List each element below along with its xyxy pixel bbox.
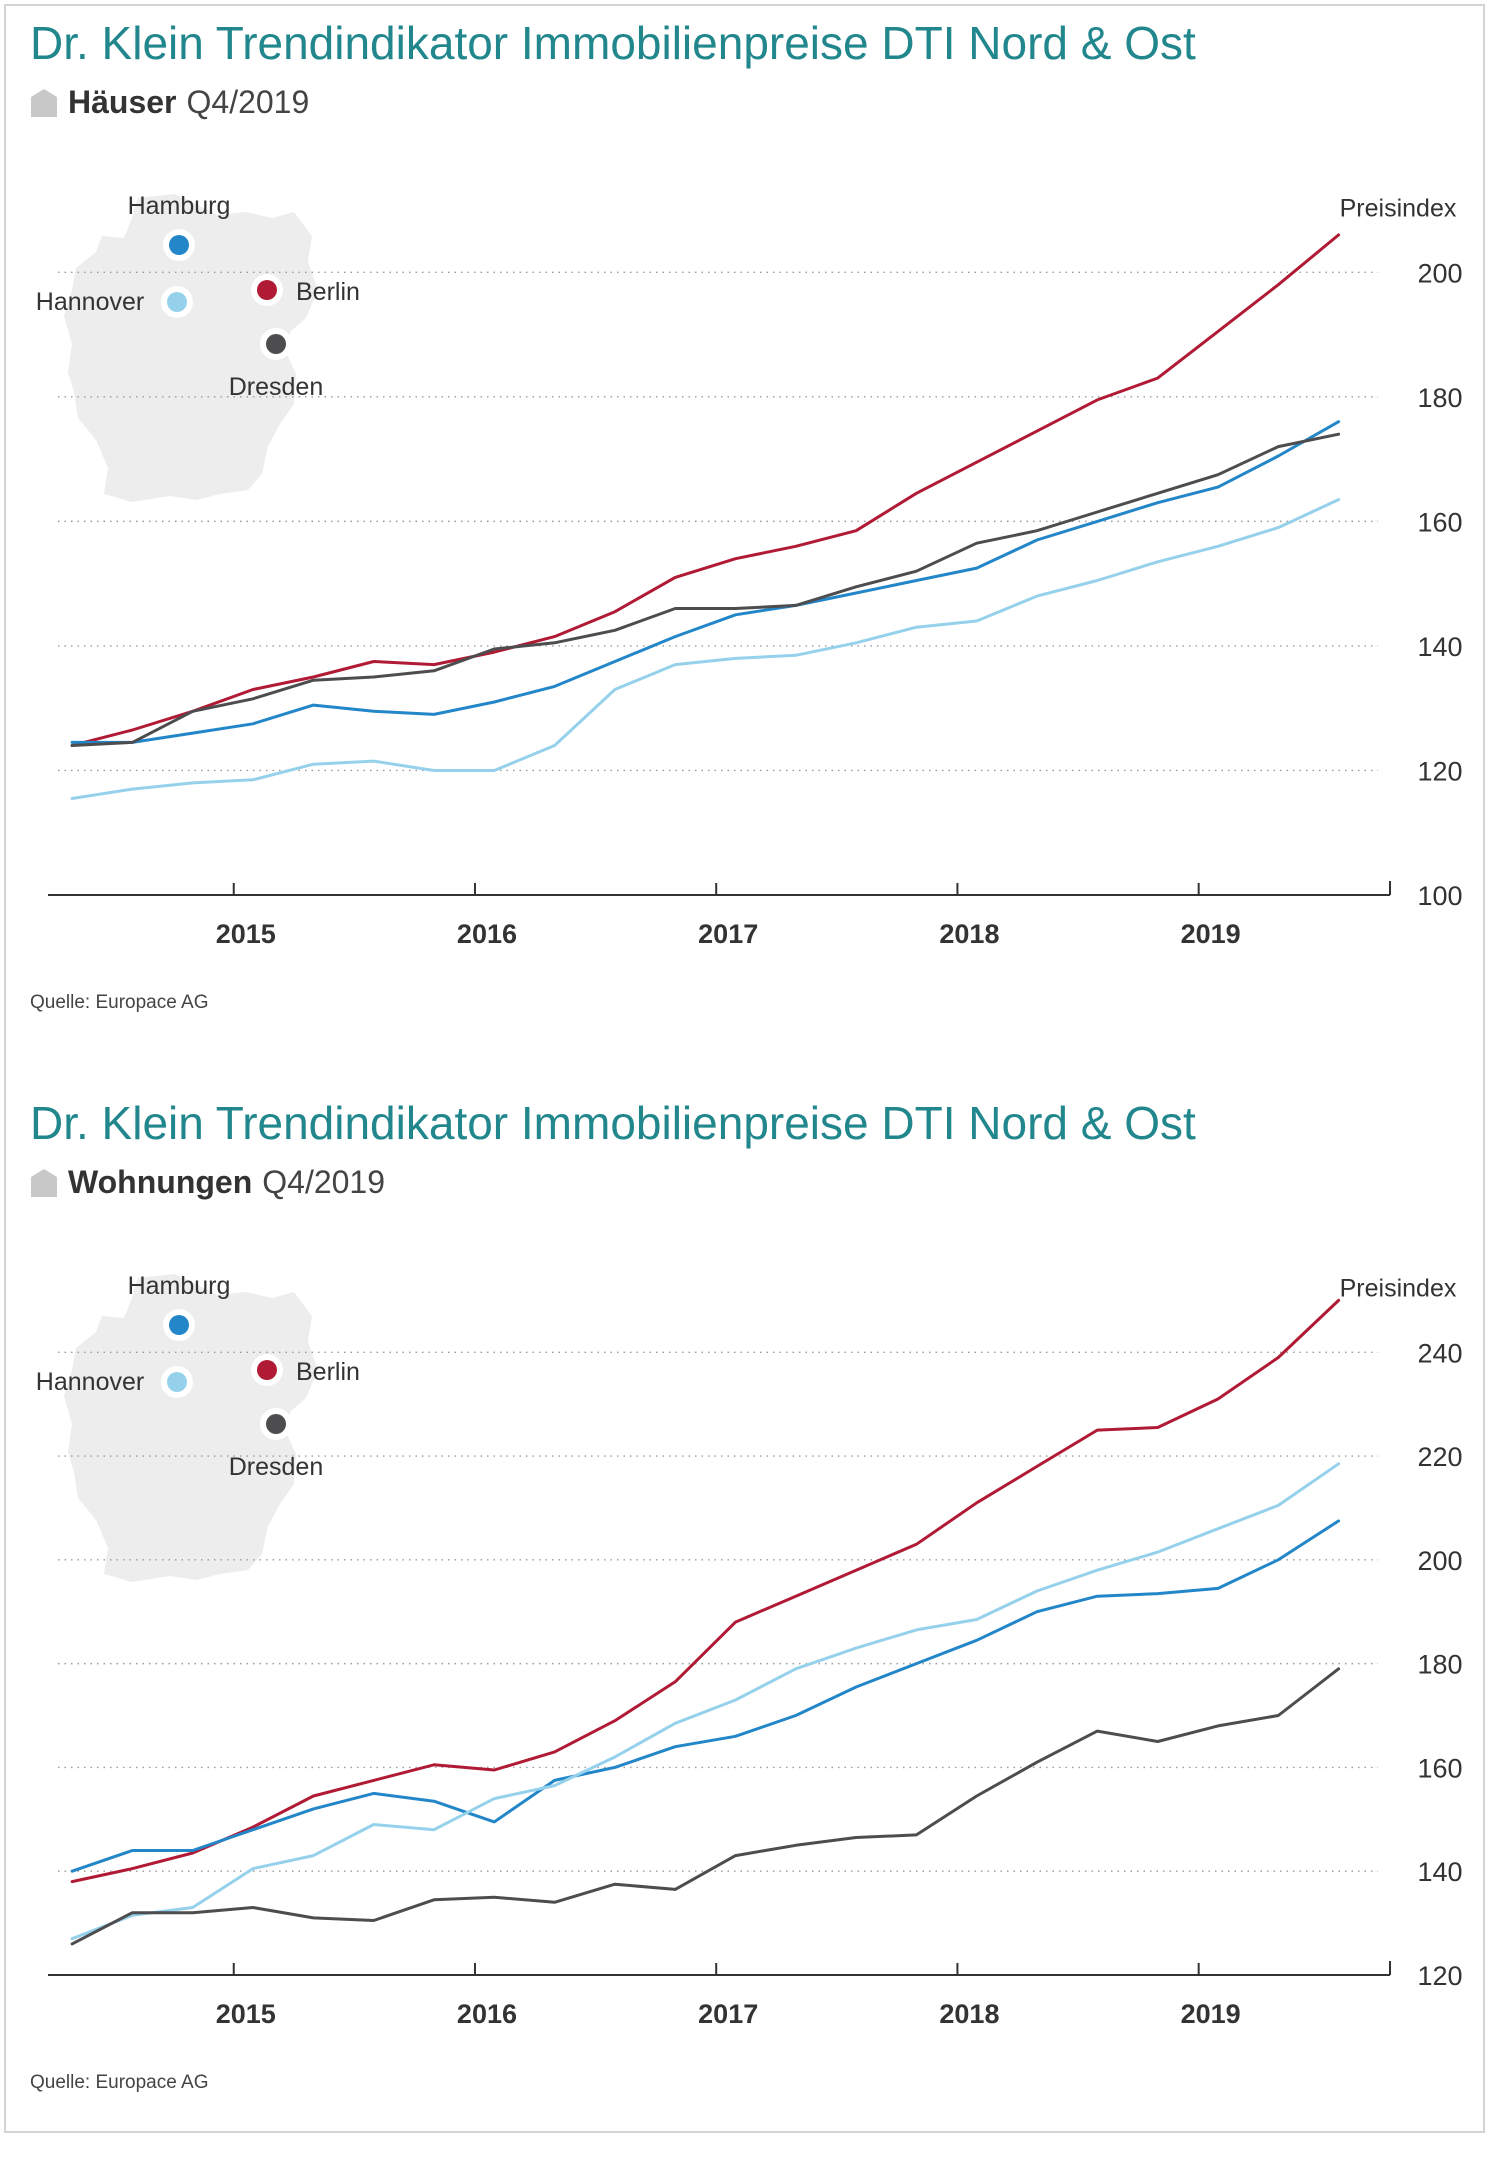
y-tick-label: 120 xyxy=(1417,756,1462,786)
house-icon xyxy=(31,1168,57,1197)
germany-map-shape xyxy=(64,1274,318,1582)
map-marker-dresden xyxy=(266,1414,286,1434)
x-tick-label: 2019 xyxy=(1181,919,1241,949)
series-line-dresden xyxy=(70,432,1341,747)
y-tick-label: 100 xyxy=(1417,881,1462,911)
map-label-berlin: Berlin xyxy=(296,278,360,306)
chart-title: Dr. Klein Trendindikator Immobilienpreis… xyxy=(30,17,1196,69)
germany-map-shape xyxy=(64,194,318,502)
map-marker-berlin xyxy=(257,1360,277,1380)
chart-subtitle: Wohnungen Q4/2019 xyxy=(30,1164,385,1201)
y-axis-label: Preisindex xyxy=(1340,1274,1457,1302)
house-icon xyxy=(31,88,57,117)
source-note: Quelle: Europace AG xyxy=(30,2072,209,2093)
map-label-hannover: Hannover xyxy=(36,288,144,316)
map-label-dresden: Dresden xyxy=(229,373,324,401)
x-tick-label: 2018 xyxy=(939,919,999,949)
subtitle-period: Q4/2019 xyxy=(262,1164,386,1200)
x-tick-label: 2017 xyxy=(698,1999,758,2029)
map-marker-berlin xyxy=(257,280,277,300)
map-marker-hannover xyxy=(167,292,187,312)
chart-panel-apartments: Dr. Klein Trendindikator Immobilienpreis… xyxy=(0,1080,1493,2160)
y-tick-label: 140 xyxy=(1417,632,1462,662)
subtitle-category: Wohnungen xyxy=(68,1164,253,1200)
series-line-hamburg xyxy=(70,420,1341,744)
map-marker-dresden xyxy=(266,334,286,354)
series-line-hannover xyxy=(70,498,1341,800)
map-marker-hamburg xyxy=(169,1315,189,1335)
x-tick-label: 2019 xyxy=(1181,1999,1241,2029)
map-label-berlin: Berlin xyxy=(296,1358,360,1386)
y-tick-label: 220 xyxy=(1417,1442,1462,1472)
chart-title: Dr. Klein Trendindikator Immobilienpreis… xyxy=(30,1097,1196,1149)
germany-map: Hamburg Hannover Berlin Dresden xyxy=(36,1272,360,1582)
y-tick-label: 240 xyxy=(1417,1338,1462,1368)
line-chart-apartments: Hamburg Hannover Berlin Dresden 2015 2016 2017… xyxy=(36,1272,1463,2029)
y-tick-label: 180 xyxy=(1417,1650,1462,1680)
x-tick-label: 2018 xyxy=(939,1999,999,2029)
y-tick-label: 160 xyxy=(1417,1753,1462,1783)
map-marker-hannover xyxy=(167,1372,187,1392)
subtitle-period: Q4/2019 xyxy=(186,84,310,120)
chart-subtitle: Häuser Q4/2019 xyxy=(30,84,309,121)
germany-map: Hamburg Hannover Berlin Dresden xyxy=(36,192,360,502)
x-tick-label: 2015 xyxy=(216,1999,276,2029)
y-tick-label: 180 xyxy=(1417,383,1462,413)
series-line-hamburg xyxy=(70,1519,1341,1873)
y-tick-label: 200 xyxy=(1417,1546,1462,1576)
subtitle-category: Häuser xyxy=(68,84,177,120)
y-tick-label: 200 xyxy=(1417,258,1462,288)
x-tick-label: 2017 xyxy=(698,919,758,949)
x-tick-label: 2015 xyxy=(216,919,276,949)
figure-frame xyxy=(4,4,1485,2133)
map-label-hamburg: Hamburg xyxy=(128,192,231,220)
chart-panel-houses: Dr. Klein Trendindikator Immobilienpreis… xyxy=(30,17,1463,1013)
map-label-dresden: Dresden xyxy=(229,1453,324,1481)
series-line-dresden xyxy=(70,1667,1341,1946)
x-tick-label: 2016 xyxy=(457,919,517,949)
series-line-berlin xyxy=(70,1298,1341,1884)
source-note: Quelle: Europace AG xyxy=(30,992,209,1013)
y-tick-label: 160 xyxy=(1417,507,1462,537)
y-tick-label: 140 xyxy=(1417,1857,1462,1887)
y-tick-label: 120 xyxy=(1417,1961,1462,1991)
series-line-hannover xyxy=(70,1462,1341,1941)
map-label-hannover: Hannover xyxy=(36,1368,144,1396)
x-tick-label: 2016 xyxy=(457,1999,517,2029)
map-label-hamburg: Hamburg xyxy=(128,1272,231,1300)
map-marker-hamburg xyxy=(169,235,189,255)
line-chart-houses: Hamburg Hannover Berlin Dresden 2015 2016 2017… xyxy=(36,192,1463,949)
series-line-berlin xyxy=(70,233,1341,747)
y-axis-label: Preisindex xyxy=(1340,194,1457,222)
